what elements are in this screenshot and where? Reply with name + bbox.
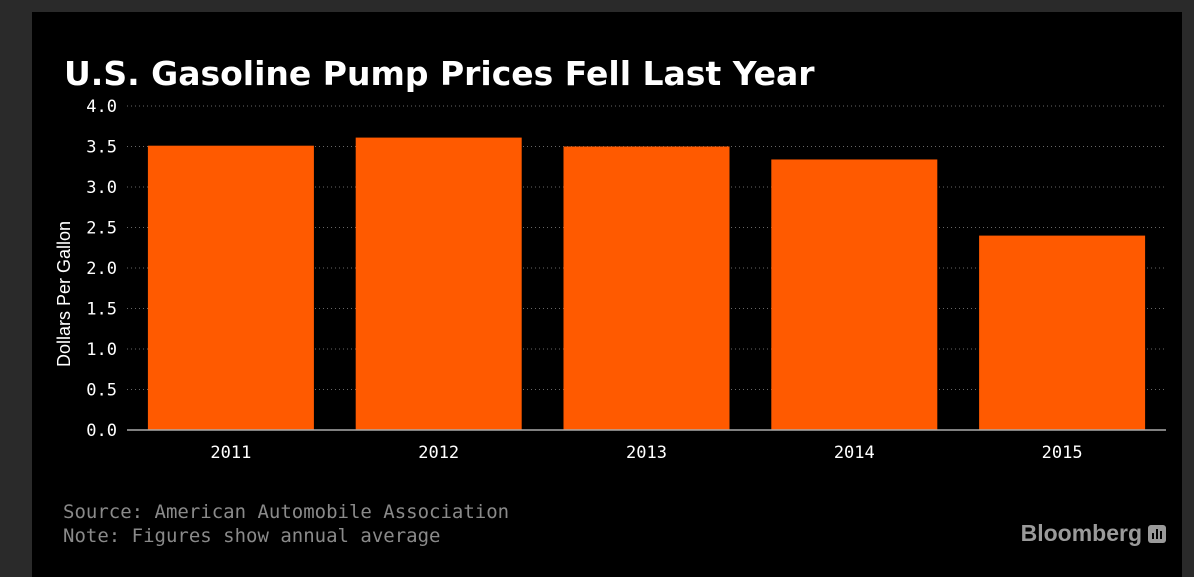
chart-footer: Source: American Automobile Association …: [63, 500, 509, 548]
y-tick-label: 4.0: [86, 97, 117, 117]
brand-name: Bloomberg: [1020, 520, 1142, 546]
bars: [147, 137, 1146, 430]
y-tick-label: 3.5: [86, 138, 117, 158]
x-tick-label: 2014: [834, 443, 875, 463]
y-tick-label: 1.5: [86, 300, 117, 320]
bar-2012: [355, 137, 522, 430]
bar-2014: [771, 159, 938, 430]
axes: 0.0 0.5 1.0 1.5 2.0 2.5 3.0 3.5 4.0 2011 2012 2013 2…: [86, 97, 1166, 463]
bar-2015: [979, 235, 1146, 430]
y-tick-label: 0.0: [86, 421, 117, 441]
y-tick-label: 2.5: [86, 219, 117, 239]
x-tick-label: 2013: [626, 443, 667, 463]
bar-2011: [147, 145, 314, 430]
figures-note: Note: Figures show annual average: [63, 525, 441, 547]
bar-2013: [563, 146, 730, 430]
y-axis-label: Dollars Per Gallon: [54, 221, 74, 367]
y-tick-label: 0.5: [86, 381, 117, 401]
bloomberg-chart-icon: [1148, 524, 1166, 543]
source-note: Source: American Automobile Association: [63, 501, 510, 523]
bloomberg-logo: Bloomberg: [1021, 520, 1166, 547]
y-tick-label: 2.0: [86, 259, 117, 279]
x-tick-label: 2011: [210, 443, 251, 463]
chart-title: U.S. Gasoline Pump Prices Fell Last Year: [64, 54, 815, 93]
x-tick-label: 2015: [1042, 443, 1083, 463]
chart-panel: U.S. Gasoline Pump Prices Fell Last Year…: [32, 12, 1182, 577]
y-tick-label: 3.0: [86, 178, 117, 198]
x-tick-label: 2012: [418, 443, 459, 463]
bar-chart: 0.0 0.5 1.0 1.5 2.0 2.5 3.0 3.5 4.0 2011 2012 2013 2…: [54, 97, 1166, 463]
y-tick-label: 1.0: [86, 340, 117, 360]
